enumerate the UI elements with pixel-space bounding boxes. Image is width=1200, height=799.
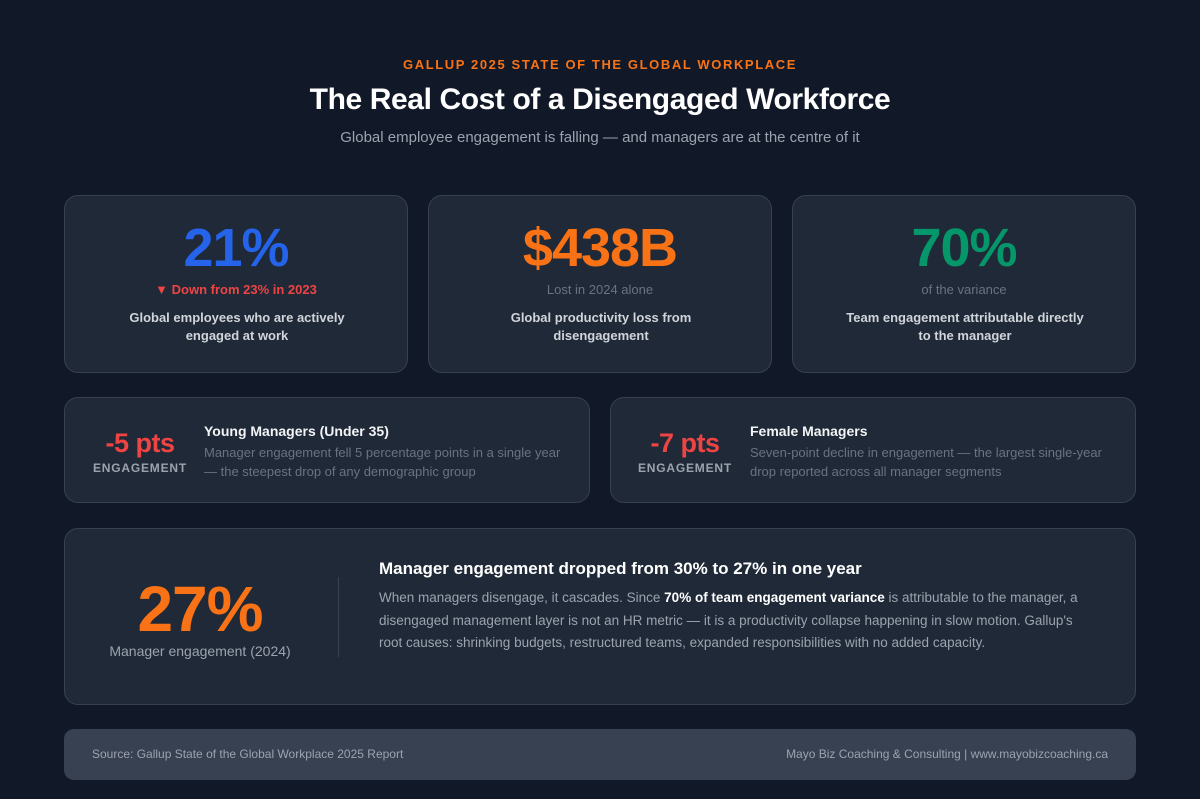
segment-title: Young Managers (Under 35) [204, 423, 389, 439]
divider [338, 577, 339, 657]
highlight-title: Manager engagement dropped from 30% to 2… [379, 559, 862, 578]
highlight-desc-bold: 70% of team engagement variance [664, 590, 885, 605]
footer: Source: Gallup State of the Global Workp… [64, 729, 1136, 780]
highlight-desc-before: When managers disengage, it cascades. Si… [379, 590, 665, 605]
segment-title: Female Managers [750, 423, 868, 439]
segment-label: ENGAGEMENT [92, 461, 187, 475]
segment-value: -7 pts [650, 428, 720, 458]
stat-value: 70% [911, 218, 1017, 278]
highlight-desc: When managers disengage, it cascades. Si… [379, 587, 1099, 655]
manager-engagement-card: 27% Manager engagement (2024) Manager en… [64, 528, 1136, 705]
stat-card-engaged: 21% ▼ Down from 23% in 2023 Global emplo… [64, 195, 408, 373]
stat-value: 21% [183, 218, 289, 278]
stat-card-productivity-loss: $438B Lost in 2024 alone Global producti… [428, 195, 772, 373]
eyebrow: GALLUP 2025 STATE OF THE GLOBAL WORKPLAC… [403, 57, 797, 72]
highlight-desc-after: is attributable to the manager, a diseng… [379, 590, 1078, 650]
stat-sub: of the variance [921, 282, 1007, 297]
segment-desc: Manager engagement fell 5 percentage poi… [204, 445, 561, 479]
highlight-label: Manager engagement (2024) [109, 643, 291, 659]
stat-desc: Global employees who are actively engage… [129, 310, 345, 343]
stat-sub: ▼ Down from 23% in 2023 [155, 282, 317, 297]
segment-label: ENGAGEMENT [637, 461, 732, 475]
page-subtitle: Global employee engagement is falling — … [340, 129, 860, 146]
segment-desc: Seven-point decline in engagement — the … [750, 445, 1102, 479]
page-title: The Real Cost of a Disengaged Workforce [309, 83, 891, 116]
footer-source: Source: Gallup State of the Global Workp… [92, 747, 404, 761]
stat-desc: Global productivity loss from disengagem… [510, 310, 692, 343]
stat-desc: Team engagement attributable directly to… [846, 310, 1084, 343]
footer-credit: Mayo Biz Coaching & Consulting | www.may… [786, 747, 1108, 761]
stat-sub: Lost in 2024 alone [546, 282, 654, 297]
stat-value: $438B [522, 218, 678, 278]
highlight-value: 27% [137, 573, 263, 645]
segment-value: -5 pts [105, 428, 175, 458]
segment-card-female-managers: -7 pts ENGAGEMENT Female Managers Seven-… [610, 397, 1136, 503]
stat-card-variance: 70% of the variance Team engagement attr… [792, 195, 1136, 373]
segment-card-young-managers: -5 pts ENGAGEMENT Young Managers (Under … [64, 397, 590, 503]
